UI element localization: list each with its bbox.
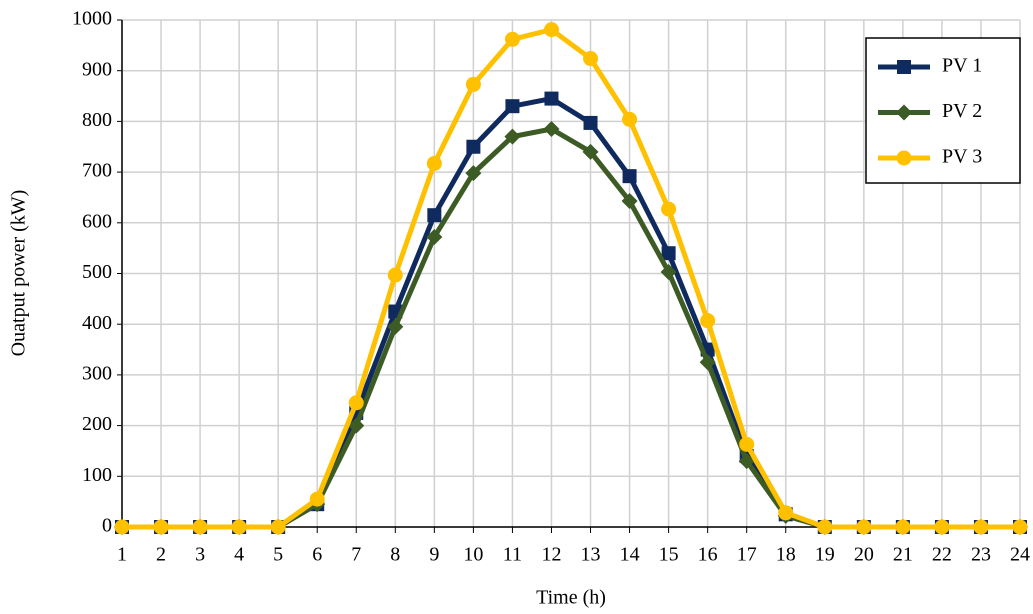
marker [153,519,169,535]
marker [817,519,833,535]
x-tick-label: 23 [971,544,991,566]
x-tick-label: 4 [234,544,244,566]
x-tick-label: 2 [156,544,166,566]
x-tick-label: 18 [776,544,796,566]
x-tick-label: 10 [463,544,483,566]
marker [622,111,638,127]
marker [465,165,482,182]
marker [465,76,481,92]
x-tick-label: 16 [698,544,718,566]
x-tick-label: 5 [273,544,283,566]
marker [426,228,443,245]
marker [700,313,716,329]
marker [856,519,872,535]
marker [231,519,247,535]
marker [778,505,794,521]
x-tick-label: 17 [737,544,757,566]
y-tick-label: 0 [102,515,112,537]
marker [114,519,130,535]
x-tick-label: 15 [659,544,679,566]
y-tick-label: 800 [82,109,112,131]
marker [505,99,520,114]
marker [1012,519,1028,535]
marker [192,519,208,535]
marker [544,91,559,106]
marker [739,436,755,452]
series-line [122,126,1020,530]
x-tick-label: 11 [503,544,522,566]
marker [660,263,677,280]
marker [426,155,442,171]
marker [427,208,442,223]
marker [896,104,912,121]
marker [543,22,559,38]
marker [348,417,365,434]
marker [583,115,598,130]
y-tick-label: 900 [82,58,112,80]
marker [504,128,521,145]
y-tick-label: 200 [82,413,112,435]
marker [582,143,599,160]
x-tick-label: 22 [932,544,952,566]
y-tick-label: 100 [82,464,112,486]
x-tick-label: 24 [1010,544,1030,566]
marker [387,318,404,335]
y-axis-label: Ouatput power (kW) [8,190,30,357]
marker [466,139,481,154]
legend-label: PV 3 [942,146,982,168]
marker [348,395,364,411]
x-tick-label: 14 [620,544,640,566]
x-tick-label: 7 [351,544,361,566]
marker [387,267,403,283]
y-tick-label: 500 [82,261,112,283]
y-tick-label: 700 [82,160,112,182]
marker [973,519,989,535]
marker [897,60,911,74]
legend-label: PV 2 [942,100,982,122]
marker [895,519,911,535]
marker [504,31,520,47]
x-tick-label: 1 [117,544,127,566]
marker [270,519,286,535]
x-tick-label: 19 [815,544,835,566]
x-tick-label: 12 [541,544,561,566]
marker [543,121,560,138]
x-tick-label: 6 [312,544,322,566]
x-tick-label: 9 [429,544,439,566]
marker [896,150,912,166]
x-tick-label: 13 [581,544,601,566]
marker [738,453,755,470]
y-tick-label: 1000 [72,8,112,30]
x-tick-label: 21 [893,544,913,566]
marker [583,51,599,67]
marker [661,201,677,217]
x-tick-label: 20 [854,544,874,566]
y-tick-label: 400 [82,312,112,334]
legend-label: PV 1 [942,55,982,77]
x-tick-label: 8 [390,544,400,566]
marker [661,246,676,261]
marker [934,519,950,535]
y-tick-label: 300 [82,362,112,384]
marker [621,192,638,209]
marker [622,169,637,184]
x-tick-label: 3 [195,544,205,566]
marker [699,354,716,371]
y-tick-label: 600 [82,210,112,232]
marker [309,491,325,507]
x-axis-label: Time (h) [536,587,606,609]
